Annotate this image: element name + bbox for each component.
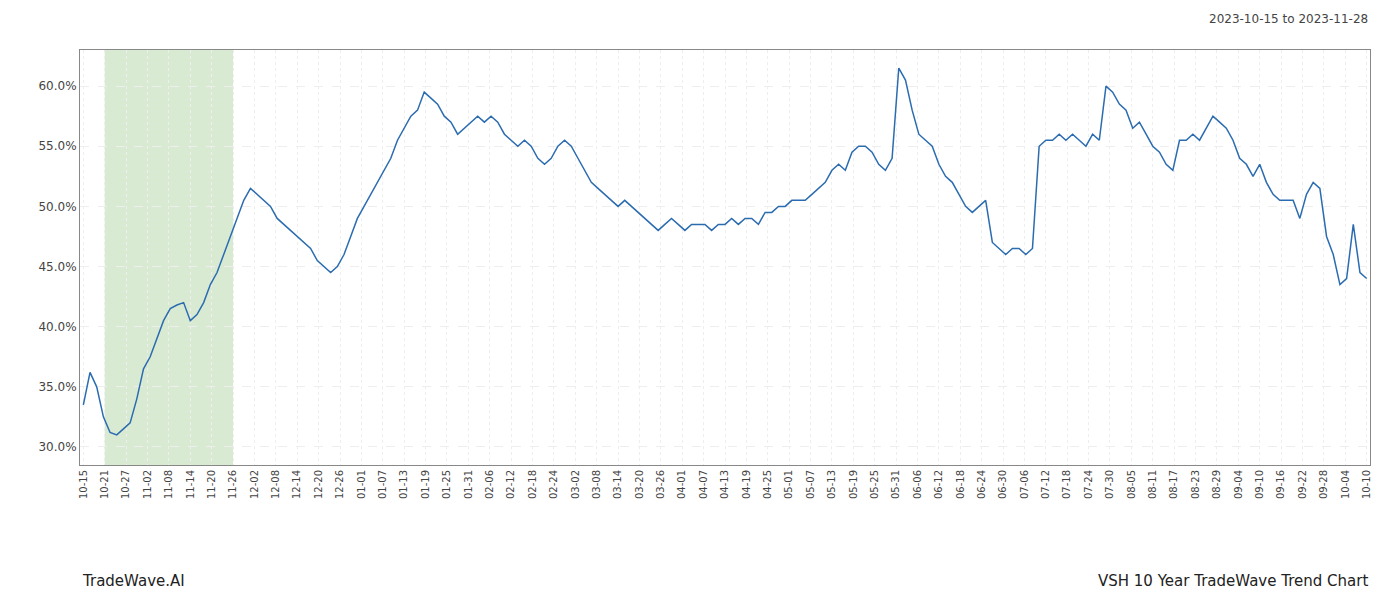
svg-text:08-29: 08-29: [1211, 470, 1222, 499]
svg-text:01-19: 01-19: [420, 470, 431, 499]
svg-text:40.0%: 40.0%: [38, 320, 76, 334]
svg-text:05-25: 05-25: [869, 470, 880, 499]
svg-text:04-13: 04-13: [719, 470, 730, 499]
svg-text:10-15: 10-15: [78, 470, 89, 499]
svg-text:05-01: 05-01: [783, 470, 794, 499]
svg-text:45.0%: 45.0%: [38, 260, 76, 274]
svg-text:09-04: 09-04: [1233, 470, 1244, 499]
svg-text:01-31: 01-31: [463, 470, 474, 499]
svg-text:06-12: 06-12: [933, 470, 944, 499]
svg-text:01-13: 01-13: [398, 470, 409, 499]
svg-text:12-14: 12-14: [291, 470, 302, 499]
svg-text:11-14: 11-14: [185, 470, 196, 499]
svg-text:03-02: 03-02: [570, 470, 581, 499]
svg-text:10-04: 10-04: [1340, 470, 1351, 499]
svg-text:09-22: 09-22: [1297, 470, 1308, 499]
svg-text:50.0%: 50.0%: [38, 200, 76, 214]
svg-text:05-13: 05-13: [826, 470, 837, 499]
svg-text:08-17: 08-17: [1168, 470, 1179, 499]
svg-text:04-19: 04-19: [741, 470, 752, 499]
svg-text:07-30: 07-30: [1104, 470, 1115, 499]
svg-text:09-10: 09-10: [1254, 470, 1265, 499]
svg-text:07-12: 07-12: [1040, 470, 1051, 499]
svg-text:05-07: 05-07: [805, 470, 816, 499]
svg-text:05-31: 05-31: [890, 470, 901, 499]
svg-text:30.0%: 30.0%: [38, 440, 76, 454]
svg-text:10-10: 10-10: [1361, 470, 1372, 499]
svg-text:10-21: 10-21: [99, 470, 110, 499]
svg-text:2023-10-15 to 2023-11-28: 2023-10-15 to 2023-11-28: [1209, 12, 1368, 26]
svg-text:06-06: 06-06: [912, 470, 923, 499]
svg-text:07-18: 07-18: [1061, 470, 1072, 499]
svg-text:02-24: 02-24: [548, 470, 559, 499]
svg-text:11-08: 11-08: [163, 470, 174, 499]
svg-text:11-02: 11-02: [142, 470, 153, 499]
svg-text:07-06: 07-06: [1019, 470, 1030, 499]
svg-text:05-19: 05-19: [848, 470, 859, 499]
svg-text:08-23: 08-23: [1190, 470, 1201, 499]
svg-text:08-11: 08-11: [1147, 470, 1158, 499]
svg-text:06-30: 06-30: [997, 470, 1008, 499]
svg-text:35.0%: 35.0%: [38, 380, 76, 394]
svg-text:12-02: 12-02: [249, 470, 260, 499]
svg-text:03-14: 03-14: [612, 470, 623, 499]
svg-text:01-01: 01-01: [356, 470, 367, 499]
svg-text:11-20: 11-20: [206, 470, 217, 499]
svg-text:11-26: 11-26: [227, 470, 238, 499]
svg-text:02-18: 02-18: [527, 470, 538, 499]
svg-text:06-18: 06-18: [955, 470, 966, 499]
svg-text:12-20: 12-20: [313, 470, 324, 499]
svg-text:12-08: 12-08: [270, 470, 281, 499]
svg-text:03-26: 03-26: [655, 470, 666, 499]
svg-text:02-06: 02-06: [484, 470, 495, 499]
svg-text:TradeWave.AI: TradeWave.AI: [82, 572, 185, 590]
svg-text:60.0%: 60.0%: [38, 79, 76, 93]
svg-text:03-20: 03-20: [634, 470, 645, 499]
svg-text:01-25: 01-25: [441, 470, 452, 499]
svg-text:08-05: 08-05: [1126, 470, 1137, 499]
svg-text:12-26: 12-26: [334, 470, 345, 499]
svg-text:02-12: 02-12: [505, 470, 516, 499]
svg-text:03-08: 03-08: [591, 470, 602, 499]
svg-text:06-24: 06-24: [976, 470, 987, 499]
svg-text:09-28: 09-28: [1318, 470, 1329, 499]
svg-text:01-07: 01-07: [377, 470, 388, 499]
svg-text:10-27: 10-27: [120, 470, 131, 499]
svg-text:07-24: 07-24: [1083, 470, 1094, 499]
svg-text:55.0%: 55.0%: [38, 139, 76, 153]
svg-text:VSH 10 Year TradeWave Trend Ch: VSH 10 Year TradeWave Trend Chart: [1098, 572, 1368, 590]
svg-text:04-01: 04-01: [676, 470, 687, 499]
svg-text:04-07: 04-07: [698, 470, 709, 499]
svg-text:04-25: 04-25: [762, 470, 773, 499]
svg-text:09-16: 09-16: [1275, 470, 1286, 499]
